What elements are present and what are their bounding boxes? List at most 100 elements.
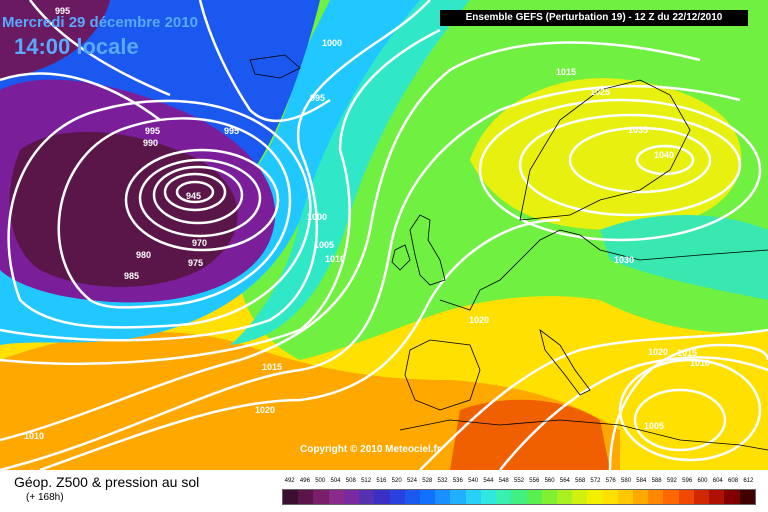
color-scale-tick: 520 <box>391 478 402 484</box>
color-scale-cell <box>556 490 573 504</box>
color-scale-tick: 528 <box>422 478 433 484</box>
isobar-label: 1020 <box>648 347 668 357</box>
coast-iberia <box>404 339 481 411</box>
color-scale-labels: 492 496 500 504 508 512 516 520 524 528 532 536 540 5… <box>282 478 756 488</box>
color-scale-cell <box>313 490 329 504</box>
isobar-label: 1035 <box>628 125 648 135</box>
color-scale-cell <box>374 490 390 504</box>
color-scale-cell <box>465 490 481 504</box>
color-scale-tick: 504 <box>330 478 341 484</box>
isobar-low-inner-2 <box>163 172 227 212</box>
isobar-low-inner-4 <box>138 158 262 238</box>
coast-iceland <box>249 54 301 79</box>
color-scale-tick: 544 <box>483 478 494 484</box>
isobar-985 <box>7 99 312 329</box>
isobar-label: 1010 <box>690 358 710 368</box>
color-scale-cell <box>709 490 725 504</box>
color-scale-tick: 564 <box>559 478 570 484</box>
color-scale-cell <box>343 490 360 504</box>
isobar-995-n <box>198 0 331 123</box>
color-scale-cell <box>693 490 710 504</box>
isobar-label: 1000 <box>307 212 327 222</box>
coast-africa <box>399 419 768 451</box>
isobar-label: 1010 <box>325 254 345 264</box>
isobar-980 <box>57 117 292 309</box>
isobar-label: 980 <box>136 250 151 260</box>
color-scale-tick: 496 <box>299 478 310 484</box>
coast-europe <box>439 229 768 311</box>
isobar-1035 <box>568 126 712 194</box>
isobar-low-inner-3 <box>152 165 244 225</box>
color-scale-tick: 596 <box>682 478 693 484</box>
color-scale-cell <box>435 490 451 504</box>
color-scale-cell <box>617 490 634 504</box>
coast-uk <box>409 214 446 286</box>
forecast-date: Mercredi 29 décembre 2010 <box>2 14 198 31</box>
isobar-995-nw <box>29 0 171 97</box>
color-scale-cell <box>633 490 649 504</box>
color-scale-tick: 524 <box>406 478 417 484</box>
isobar-label: 1040 <box>654 150 674 160</box>
color-scale-tick: 612 <box>743 478 754 484</box>
isobar-1040 <box>635 144 695 176</box>
color-scale-cell <box>298 490 314 504</box>
isobar-label: 1015 <box>262 362 282 372</box>
isobar-label: 1015 <box>556 67 576 77</box>
color-scale-cell <box>678 490 694 504</box>
color-scale-tick: 536 <box>452 478 463 484</box>
copyright-text: Copyright © 2010 Meteociel.fr <box>300 444 441 455</box>
isobar-1005-se <box>633 388 727 452</box>
color-scale-tick: 600 <box>697 478 708 484</box>
color-scale-tick: 588 <box>651 478 662 484</box>
color-scale-tick: 516 <box>376 478 387 484</box>
color-scale-tick: 576 <box>605 478 616 484</box>
color-scale-cell <box>328 490 344 504</box>
color-scale-cell <box>480 490 497 504</box>
isobar-1000 <box>0 0 431 342</box>
isobar-label: 1005 <box>644 421 664 431</box>
isobar-1015-w <box>0 84 741 470</box>
color-scale-cell <box>359 490 375 504</box>
color-scale-tick: 500 <box>315 478 326 484</box>
coastlines <box>249 54 768 451</box>
isobar-labels: 995 1000 995 995 990 995 945 1000 1005 1… <box>24 6 710 441</box>
isobar-label: 970 <box>192 238 207 248</box>
legend-subtitle: (+ 168h) <box>26 492 64 503</box>
color-scale-cell <box>541 490 557 504</box>
color-scale-cell <box>496 490 512 504</box>
color-scale-cell <box>602 490 618 504</box>
legend-title: Géop. Z500 & pression au sol <box>14 474 200 490</box>
isobar-label: 1025 <box>590 87 610 97</box>
color-scale-tick: 584 <box>636 478 647 484</box>
isobar-low-inner-5 <box>124 148 280 252</box>
isobar-label: 1020 <box>255 405 275 415</box>
isobar-1010-w <box>0 41 701 442</box>
isobar-label: 995 <box>55 6 70 16</box>
color-scale-cell <box>648 490 664 504</box>
color-scale-tick: 552 <box>513 478 525 484</box>
color-scale-tick: 568 <box>575 478 586 484</box>
color-scale-cell <box>526 490 542 504</box>
isobars <box>0 0 768 470</box>
isobar-label: 1015 <box>677 348 697 358</box>
isobar-label: 975 <box>188 258 203 268</box>
color-scale-tick: 548 <box>498 478 509 484</box>
isobar-low-inner-1 <box>175 180 215 204</box>
color-scale: 492 496 500 504 508 512 516 520 524 528 532 536 540 5… <box>282 478 756 505</box>
color-scale-tick: 580 <box>621 478 632 484</box>
model-info-banner: Ensemble GEFS (Perturbation 19) - 12 Z d… <box>440 10 748 26</box>
coast-italy <box>539 329 591 396</box>
isobar-label: 1005 <box>314 240 334 250</box>
coast-scandinavia <box>519 79 691 221</box>
isobar-label: 1010 <box>24 431 44 441</box>
isobar-990 <box>0 72 161 122</box>
isobar-label: 995 <box>224 126 239 136</box>
isobar-label: 990 <box>143 138 158 148</box>
purple-northwest <box>0 0 110 80</box>
isobar-east-2 <box>499 356 768 470</box>
isobar-east-1 <box>419 328 768 470</box>
east-teal-patch <box>600 215 768 300</box>
color-scale-cell <box>739 490 755 504</box>
color-scale-cell <box>450 490 466 504</box>
